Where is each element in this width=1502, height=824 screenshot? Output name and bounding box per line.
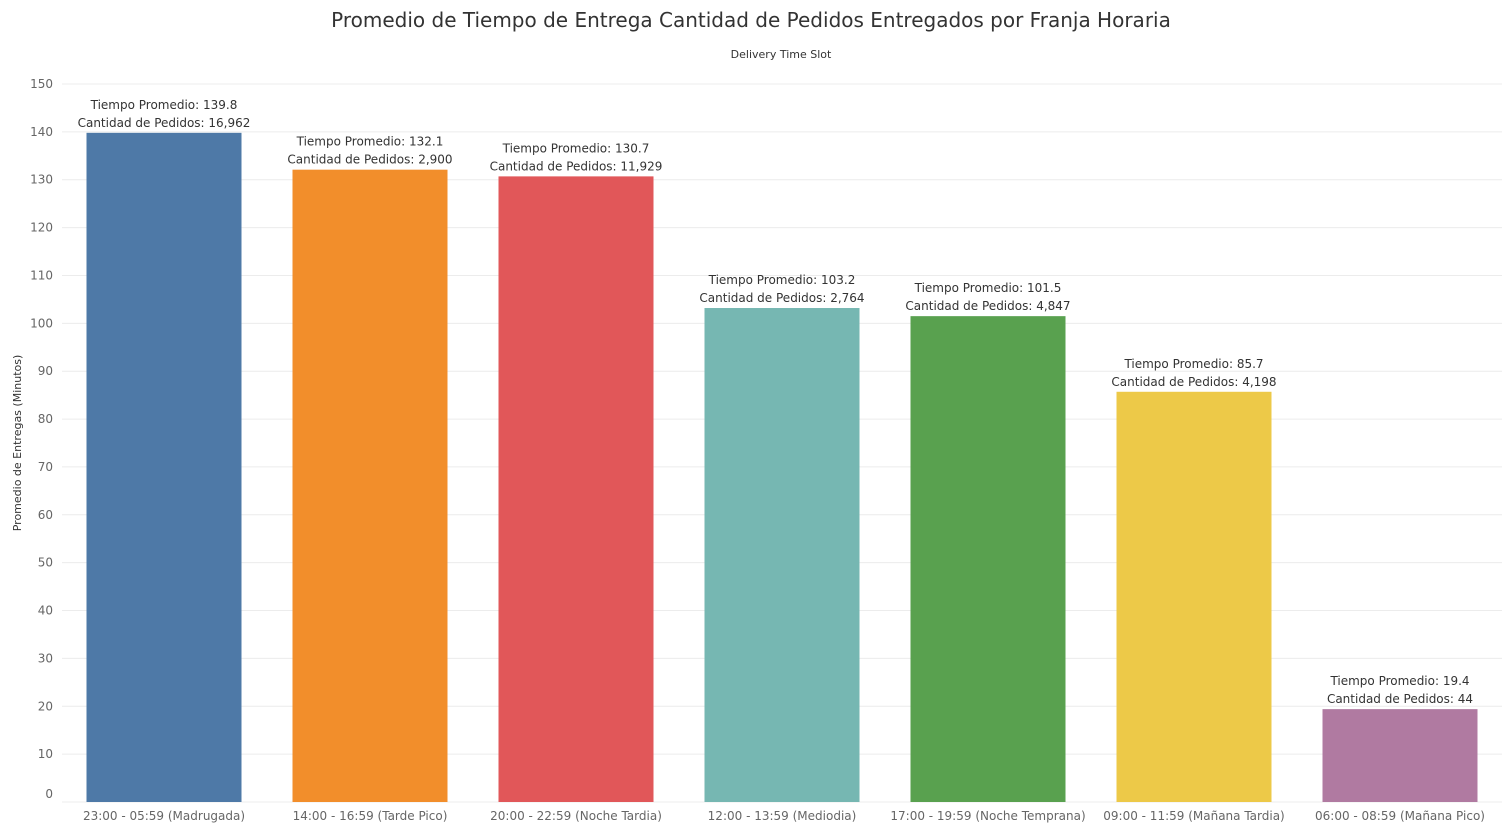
x-axis-header: Delivery Time Slot [731, 48, 832, 61]
data-label-count: Cantidad de Pedidos: 4,198 [1111, 375, 1276, 389]
x-category-label: 09:00 - 11:59 (Mañana Tardia) [1103, 809, 1284, 823]
y-tick-label: 130 [30, 173, 53, 187]
data-label-time: Tiempo Promedio: 101.5 [914, 281, 1062, 295]
x-category-label: 23:00 - 05:59 (Madrugada) [83, 809, 245, 823]
bar [292, 169, 448, 802]
y-tick-label: 120 [30, 221, 53, 235]
y-tick-label: 80 [38, 412, 53, 426]
y-axis-ticks: 0 10 20 30 40 50 60 70 80 90 100 110 120 130 140 150 [30, 77, 53, 801]
data-label-count: Cantidad de Pedidos: 16,962 [78, 116, 251, 130]
data-label-time: Tiempo Promedio: 130.7 [502, 141, 650, 155]
data-label-count: Cantidad de Pedidos: 2,900 [287, 153, 452, 167]
chart-title: Promedio de Tiempo de Entrega Cantidad d… [331, 8, 1171, 32]
data-label-count: Cantidad de Pedidos: 4,847 [905, 299, 1070, 313]
bar [86, 132, 242, 803]
x-category-label: 12:00 - 13:59 (Mediodia) [708, 809, 857, 823]
bar [910, 316, 1066, 802]
data-label-time: Tiempo Promedio: 103.2 [708, 273, 856, 287]
y-tick-label: 110 [30, 268, 53, 282]
y-tick-label: 90 [38, 364, 53, 378]
data-label-time: Tiempo Promedio: 139.8 [90, 98, 238, 112]
y-tick-label: 100 [30, 316, 53, 330]
y-tick-label: 150 [30, 77, 53, 91]
y-tick-label: 20 [38, 699, 53, 713]
x-category-label: 17:00 - 19:59 (Noche Temprana) [890, 809, 1085, 823]
y-axis-title: Promedio de Entregas (Minutos) [11, 355, 24, 532]
y-tick-label: 140 [30, 125, 53, 139]
bar [704, 308, 860, 802]
data-label-time: Tiempo Promedio: 19.4 [1329, 674, 1469, 688]
x-category-label: 14:00 - 16:59 (Tarde Pico) [293, 809, 448, 823]
x-axis-categories: 23:00 - 05:59 (Madrugada) 14:00 - 16:59 (… [83, 809, 1485, 823]
y-tick-label: 60 [38, 508, 53, 522]
bars [86, 132, 1478, 803]
bar [498, 176, 654, 802]
y-tick-label: 30 [38, 651, 53, 665]
data-labels: Tiempo Promedio: 139.8 Cantidad de Pedido… [78, 98, 1473, 706]
x-category-label: 06:00 - 08:59 (Mañana Pico) [1315, 809, 1485, 823]
y-tick-label: 40 [38, 604, 53, 618]
data-label-count: Cantidad de Pedidos: 44 [1327, 692, 1473, 706]
y-tick-label: 10 [38, 747, 53, 761]
y-tick-label: 70 [38, 460, 53, 474]
data-label-time: Tiempo Promedio: 85.7 [1123, 357, 1263, 371]
y-tick-label: 0 [45, 787, 53, 801]
y-tick-label: 50 [38, 556, 53, 570]
data-label-count: Cantidad de Pedidos: 2,764 [699, 291, 864, 305]
data-label-count: Cantidad de Pedidos: 11,929 [490, 159, 663, 173]
bar [1322, 709, 1478, 802]
bar [1116, 391, 1272, 802]
data-label-time: Tiempo Promedio: 132.1 [296, 135, 444, 149]
x-category-label: 20:00 - 22:59 (Noche Tardia) [490, 809, 662, 823]
